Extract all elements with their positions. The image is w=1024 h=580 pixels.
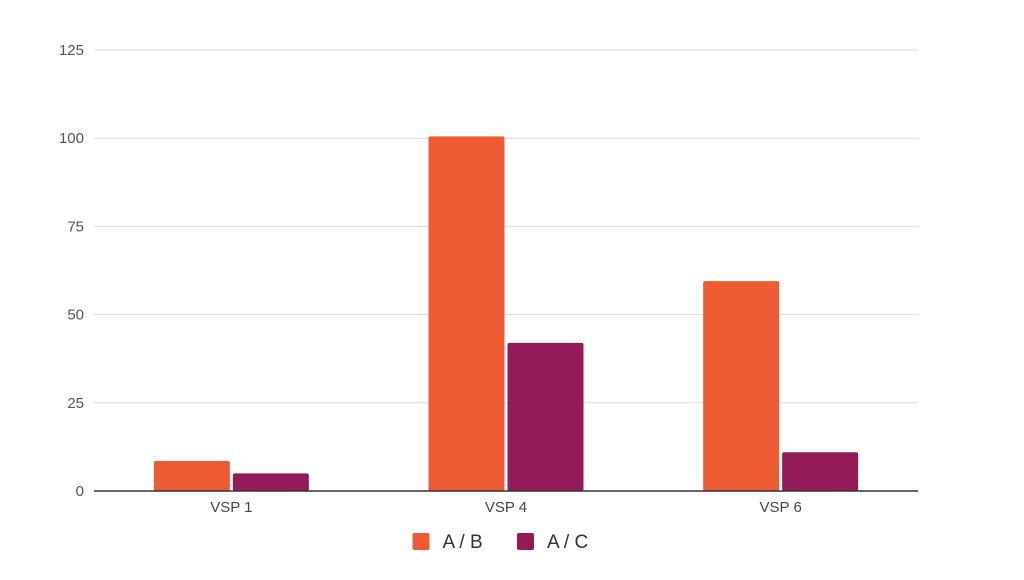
bar <box>153 461 230 491</box>
y-tick-label: 0 <box>76 483 84 500</box>
bar <box>428 136 505 491</box>
x-tick-label: VSP 1 <box>210 499 252 516</box>
legend-swatch <box>517 533 534 550</box>
bar <box>782 452 859 491</box>
legend-label: A / C <box>547 532 588 553</box>
y-tick-label: 125 <box>59 42 84 59</box>
gridlines <box>94 49 918 404</box>
y-tick-label: 25 <box>67 395 84 412</box>
legend-swatch <box>412 533 430 550</box>
legend-item: A / B <box>412 532 483 553</box>
legend-item: A / C <box>517 532 588 553</box>
bar <box>507 342 584 491</box>
y-tick-label: 50 <box>67 307 84 324</box>
bars <box>153 136 859 491</box>
y-tick-label: 75 <box>67 218 84 235</box>
x-tick-label: VSP 6 <box>760 499 802 516</box>
legend-label: A / B <box>443 532 483 553</box>
bar <box>703 281 780 491</box>
x-axis-ticks: VSP 1 VSP 4 VSP 6 <box>210 499 802 516</box>
legend: A / B A / C <box>412 532 588 553</box>
x-tick-label: VSP 4 <box>485 499 527 516</box>
y-tick-label: 100 <box>59 130 84 147</box>
y-axis-ticks: 0 25 50 75 100 125 <box>59 42 84 500</box>
bar <box>232 473 309 491</box>
